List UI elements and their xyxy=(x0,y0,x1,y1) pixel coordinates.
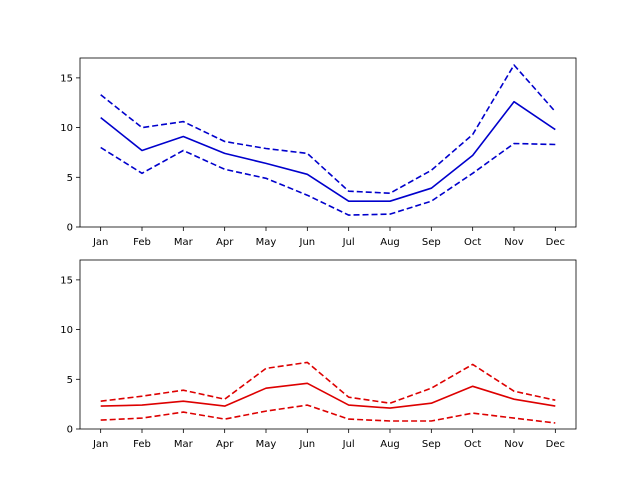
x-tick-label: Aug xyxy=(380,237,400,248)
x-tick-label: Nov xyxy=(504,439,524,450)
x-tick-label: Sep xyxy=(422,237,441,248)
y-tick-label: 5 xyxy=(67,173,73,184)
mean-line xyxy=(100,382,556,409)
x-tick-label: May xyxy=(256,439,277,450)
x-tick-label: Mar xyxy=(174,439,194,450)
plot-frame xyxy=(79,259,577,430)
x-tick-label: Feb xyxy=(133,439,151,450)
x-tick-label: Jun xyxy=(299,237,316,248)
x-tick-label: Apr xyxy=(216,237,234,248)
mean-line xyxy=(100,100,556,202)
upper-bound-line xyxy=(100,64,556,194)
x-tick-label: Jul xyxy=(342,237,355,248)
y-tick-label: 10 xyxy=(60,325,73,336)
x-tick-label: Dec xyxy=(546,237,565,248)
x-tick-label: Jun xyxy=(299,439,316,450)
y-tick-label: 10 xyxy=(60,123,73,134)
lower-bound-line xyxy=(100,142,556,216)
x-tick-label: Mar xyxy=(174,237,194,248)
x-tick-label: Aug xyxy=(380,439,400,450)
top-chart: 0 5 10 15 Jan Feb Mar Apr May Jun Jul Aug Sep Oct Nov D… xyxy=(60,57,577,248)
x-tick-label: Jan xyxy=(92,439,108,450)
y-tick-label: 0 xyxy=(67,425,73,436)
y-tick-label: 5 xyxy=(67,375,73,386)
x-tick-label: Feb xyxy=(133,237,151,248)
y-tick-label: 15 xyxy=(60,73,73,84)
x-tick-label: Dec xyxy=(546,439,565,450)
x-tick-label: May xyxy=(256,237,277,248)
bottom-chart: 0 5 10 15 Jan Feb Mar Apr May Jun Jul Aug Sep Oct Nov D… xyxy=(60,259,577,450)
x-tick-label: Jul xyxy=(342,439,355,450)
plot-frame xyxy=(79,57,577,228)
x-tick-label: Apr xyxy=(216,439,234,450)
x-tick-label: Jan xyxy=(92,237,108,248)
upper-bound-line xyxy=(100,361,556,405)
x-tick-label: Sep xyxy=(422,439,441,450)
lower-bound-line xyxy=(100,404,556,424)
x-tick-label: Oct xyxy=(464,439,481,450)
x-tick-label: Oct xyxy=(464,237,481,248)
x-tick-label: Nov xyxy=(504,237,524,248)
y-tick-label: 15 xyxy=(60,275,73,286)
y-tick-label: 0 xyxy=(67,223,73,234)
